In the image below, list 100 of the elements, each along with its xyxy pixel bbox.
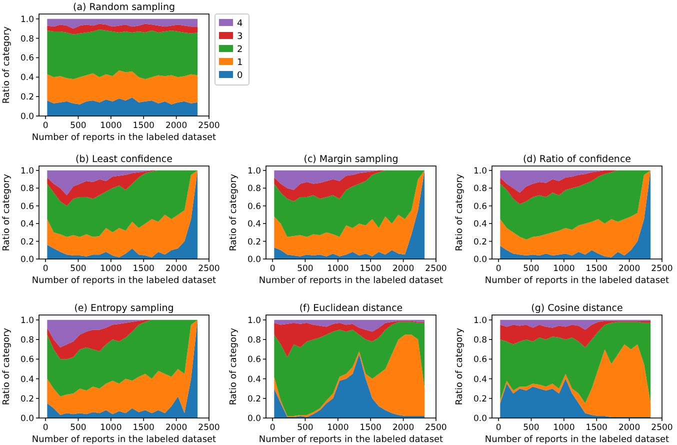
y-axis-title: Ratio of category [455,173,465,252]
x-tick-label: 0 [270,423,276,433]
y-tick-label: 0.2 [473,394,487,404]
x-tick-label: 2000 [392,264,414,274]
x-tick-label: 2000 [165,423,188,433]
x-tick-label: 500 [523,264,540,274]
x-tick-label: 1500 [360,264,382,274]
y-tick-label: 0.2 [247,394,261,404]
x-tick-label: 2500 [198,423,220,433]
y-axis-title: Ratio of category [2,173,12,252]
y-tick-label: 0.4 [20,374,34,385]
x-tick-label: 2500 [651,264,673,274]
y-tick-label: 0.0 [20,414,34,424]
x-axis-title: Number of reports in the labeled dataset [32,133,217,143]
y-tick-label: 0.0 [247,414,261,424]
x-tick-label: 0 [496,264,502,274]
y-tick-label: 0.6 [473,355,487,366]
y-tick-label: 0.8 [20,34,34,44]
x-tick-label: 2500 [425,423,447,433]
x-tick-label: 1000 [100,121,122,131]
x-tick-label: 2500 [651,423,673,433]
y-tick-label: 0.0 [247,255,261,265]
y-tick-label: 1.0 [473,316,487,326]
x-tick-label: 1500 [132,264,154,274]
x-axis-title: Number of reports in the labeled dataset [258,276,444,286]
x-tick-label: 500 [523,423,540,433]
y-tick-label: 0.4 [20,220,34,230]
chart-title: (a) Random sampling [73,2,175,13]
y-tick-label: 0.8 [473,336,487,346]
x-tick-label: 2500 [425,264,447,274]
y-tick-label: 0.6 [20,54,34,64]
x-axis-title: Number of reports in the labeled dataset [484,435,670,445]
y-tick-label: 0.6 [20,202,34,212]
legend-label: 0 [237,71,243,81]
x-tick-label: 500 [70,264,86,274]
y-tick-label: 1.0 [247,316,261,326]
x-tick-label: 1500 [360,423,382,433]
y-tick-label: 1.0 [247,166,261,176]
y-tick-label: 0.8 [20,184,34,194]
y-tick-label: 0.6 [473,202,487,212]
legend-label: 3 [237,32,243,42]
chart-title: (b) Least confidence [76,154,173,165]
x-tick-label: 1500 [132,423,154,433]
y-axis-title: Ratio of category [455,327,465,406]
x-tick-label: 1500 [586,264,608,274]
y-tick-label: 0.4 [247,374,261,385]
chart-title: (c) Margin sampling [304,154,398,165]
y-axis-title: Ratio of category [229,173,239,252]
y-tick-label: 0.4 [20,73,34,84]
x-tick-label: 2500 [198,121,220,131]
y-axis-title: Ratio of category [2,327,12,406]
x-tick-label: 1000 [100,264,122,274]
x-tick-label: 0 [270,264,276,274]
y-axis-title: Ratio of category [2,26,12,104]
x-tick-label: 1500 [132,121,154,131]
x-tick-label: 1000 [553,264,575,274]
chart-title: (g) Cosine distance [531,303,623,314]
x-tick-label: 0 [42,121,48,131]
x-axis-title: Number of reports in the labeled dataset [32,435,217,445]
x-axis-title: Number of reports in the labeled dataset [32,276,217,286]
x-tick-label: 2000 [165,264,188,274]
x-tick-label: 0 [42,264,48,274]
legend-label: 4 [237,19,243,29]
y-tick-label: 0.4 [473,374,487,385]
y-axis-title: Ratio of category [229,327,239,406]
y-tick-label: 1.0 [473,166,487,176]
y-tick-label: 0.2 [247,237,261,248]
x-tick-label: 1500 [586,423,608,433]
y-tick-label: 0.4 [247,220,261,230]
y-tick-label: 0.2 [20,394,34,404]
x-tick-label: 500 [297,264,314,274]
x-tick-label: 2000 [618,264,640,274]
y-tick-label: 0.0 [20,112,34,122]
y-tick-label: 0.6 [247,202,261,212]
y-tick-label: 0.0 [20,255,34,265]
y-tick-label: 1.0 [20,14,34,25]
x-tick-label: 500 [297,423,314,433]
y-tick-label: 0.2 [20,92,34,103]
x-tick-label: 1000 [100,423,122,433]
y-tick-label: 0.2 [20,237,34,248]
y-tick-label: 0.8 [247,184,261,194]
x-tick-label: 2500 [198,264,220,274]
x-tick-label: 2000 [392,423,414,433]
y-tick-label: 0.0 [473,255,487,265]
x-axis-title: Number of reports in the labeled dataset [484,276,670,286]
y-tick-label: 1.0 [20,316,34,326]
y-tick-label: 0.6 [247,355,261,366]
x-tick-label: 1000 [327,264,349,274]
x-tick-label: 2000 [618,423,640,433]
x-tick-label: 500 [70,121,86,131]
y-tick-label: 0.0 [473,414,487,424]
y-tick-label: 0.4 [473,220,487,230]
x-tick-label: 0 [496,423,502,433]
x-axis-title: Number of reports in the labeled dataset [258,435,444,445]
y-tick-label: 0.8 [473,184,487,194]
x-tick-label: 500 [70,423,86,433]
x-tick-label: 2000 [165,121,188,131]
y-tick-label: 0.2 [473,237,487,248]
y-tick-label: 1.0 [20,166,34,176]
x-tick-label: 1000 [327,423,349,433]
